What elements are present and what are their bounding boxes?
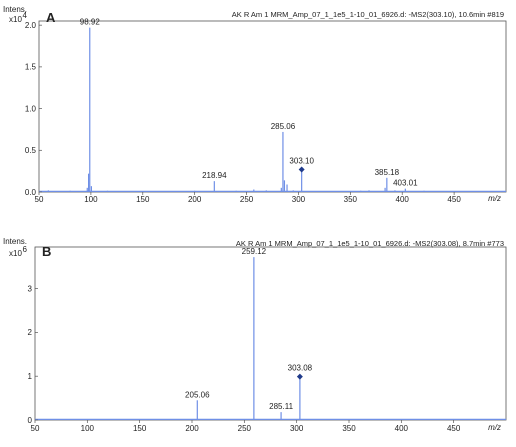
peak-label: 285.11	[269, 402, 293, 411]
x-tick-label: 150	[133, 424, 147, 433]
x-tick-label: 250	[240, 195, 254, 204]
x-tick-label: 300	[290, 424, 304, 433]
y-tick-label: 0.5	[25, 146, 37, 155]
x-tick-label: 400	[395, 424, 409, 433]
y-multiplier-base: x10	[9, 249, 22, 258]
x-tick-label: 100	[84, 195, 98, 204]
x-tick-label: 300	[292, 195, 306, 204]
y-tick-label: 2	[28, 328, 33, 337]
y-tick-label: 2.0	[25, 21, 37, 30]
spectrum-header: AK R Am 1 MRM_Amp_07_1_1e5_1-10_01_6926.…	[232, 10, 504, 19]
peak-label: 303.08	[288, 364, 313, 373]
y-tick-label: 0	[28, 416, 33, 425]
x-tick-label: 450	[447, 424, 461, 433]
peak-label: 403.01	[393, 179, 418, 188]
y-multiplier-exponent: 6	[23, 245, 28, 254]
x-tick-label: 150	[136, 195, 150, 204]
x-tick-label: 50	[35, 195, 44, 204]
x-tick-label: 350	[344, 195, 358, 204]
x-tick-label: 200	[188, 195, 202, 204]
peak-label: 205.06	[185, 390, 210, 399]
x-tick-label: 400	[396, 195, 410, 204]
precursor-marker	[296, 373, 303, 380]
y-axis-label: Intens.	[3, 237, 27, 246]
precursor-marker	[298, 166, 305, 173]
peak-label: 218.94	[202, 171, 227, 180]
y-tick-label: 0.0	[25, 188, 37, 197]
y-tick-label: 3	[28, 284, 33, 293]
plot-frame	[38, 20, 507, 193]
x-tick-label: 200	[185, 424, 199, 433]
peak-label: 285.06	[271, 122, 296, 131]
spectrum-header: AK R Am 1 MRM_Amp_07_1_1e5_1-10_01_6926.…	[236, 239, 504, 248]
x-tick-label: 100	[81, 424, 95, 433]
x-tick-label: 450	[447, 195, 461, 204]
plot-frame	[34, 246, 507, 421]
panel-label: B	[42, 244, 51, 259]
panel-label: A	[46, 10, 56, 25]
y-multiplier-base: x10	[9, 15, 22, 24]
peak-label: 98.92	[80, 18, 101, 27]
x-axis-label: m/z	[488, 423, 501, 432]
peak-label: 385.18	[375, 168, 400, 177]
y-tick-label: 1.5	[25, 63, 37, 72]
x-tick-label: 50	[31, 424, 40, 433]
y-axis-label: Intens.	[3, 5, 27, 14]
x-axis-label: m/z	[488, 194, 501, 203]
x-tick-label: 350	[342, 424, 356, 433]
y-tick-label: 1	[28, 372, 33, 381]
peak-label: 259.12	[242, 247, 267, 256]
y-tick-label: 1.0	[25, 104, 37, 113]
peak-label: 303.10	[289, 156, 314, 165]
x-tick-label: 250	[238, 424, 252, 433]
y-multiplier-exponent: 4	[23, 11, 28, 20]
